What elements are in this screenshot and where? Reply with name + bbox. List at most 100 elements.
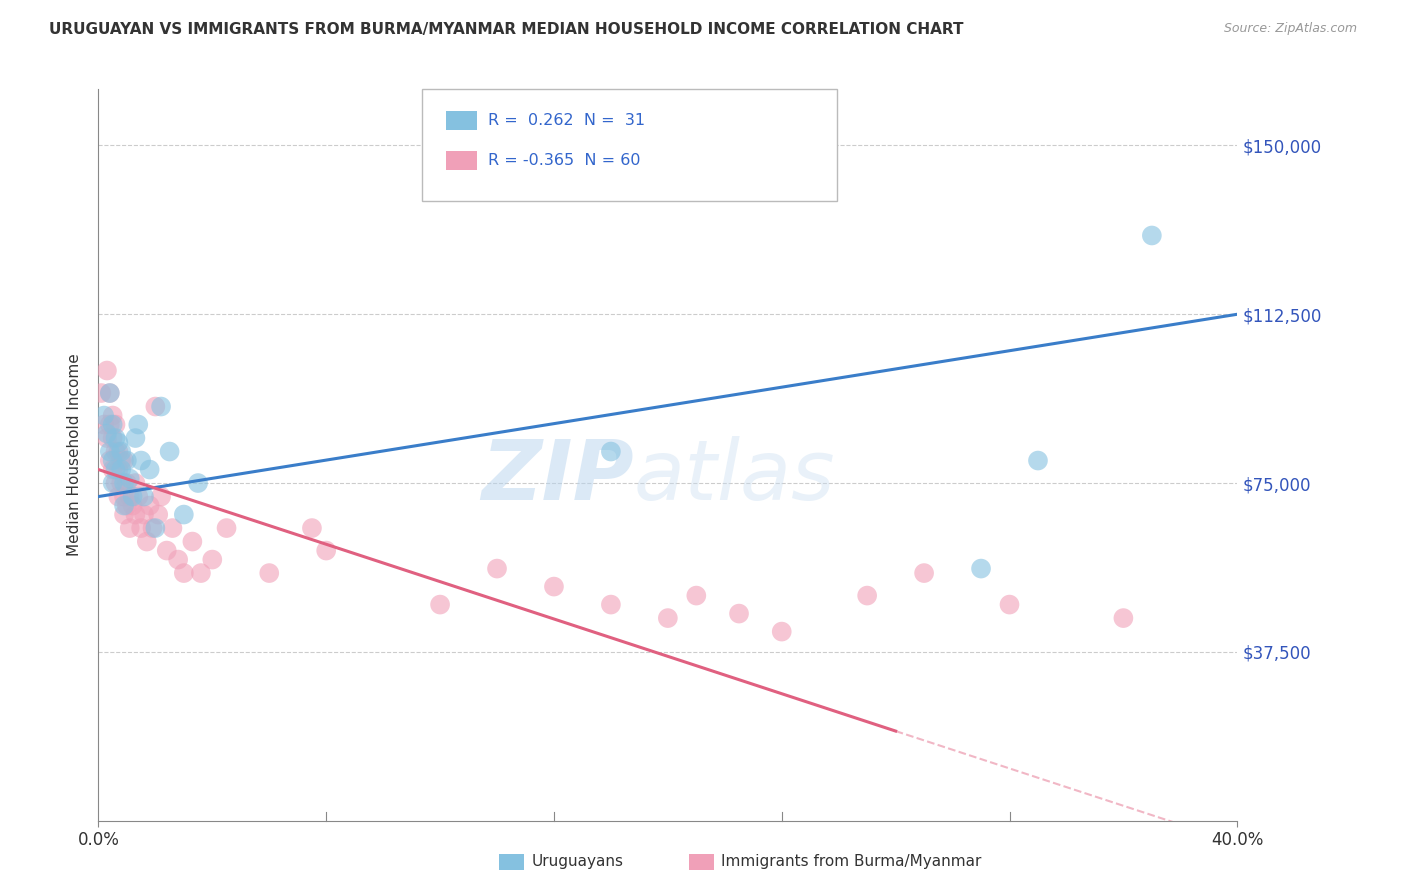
- Point: [104, 431, 127, 445]
- Point: [770, 624, 793, 639]
- Point: [138, 462, 160, 476]
- Point: [301, 521, 323, 535]
- Point: [657, 611, 679, 625]
- Point: [121, 490, 143, 504]
- Point: [181, 534, 204, 549]
- Point: [104, 476, 127, 491]
- Point: [135, 534, 157, 549]
- Text: Source: ZipAtlas.com: Source: ZipAtlas.com: [1223, 22, 1357, 36]
- Point: [162, 521, 184, 535]
- Point: [124, 476, 146, 491]
- Point: [201, 552, 224, 566]
- Point: [112, 490, 135, 504]
- Point: [110, 453, 132, 467]
- Point: [110, 444, 132, 458]
- Point: [96, 363, 118, 377]
- Point: [101, 453, 124, 467]
- Point: [150, 400, 173, 414]
- Point: [1112, 611, 1135, 625]
- Point: [173, 566, 195, 580]
- Point: [124, 431, 146, 445]
- Point: [98, 417, 121, 432]
- Y-axis label: Median Household Income: Median Household Income: [67, 353, 83, 557]
- Point: [1026, 453, 1049, 467]
- Text: R = -0.365  N = 60: R = -0.365 N = 60: [488, 153, 640, 168]
- Point: [145, 400, 167, 414]
- Point: [118, 471, 141, 485]
- Point: [124, 508, 146, 522]
- Point: [145, 521, 167, 535]
- Point: [107, 490, 129, 504]
- Point: [98, 386, 121, 401]
- Point: [187, 476, 209, 491]
- Point: [121, 499, 143, 513]
- Point: [112, 499, 135, 513]
- Point: [132, 490, 155, 504]
- Point: [101, 431, 124, 445]
- Point: [93, 409, 115, 423]
- Point: [600, 444, 623, 458]
- Point: [104, 462, 127, 476]
- Point: [129, 521, 152, 535]
- Point: [107, 462, 129, 476]
- Point: [107, 435, 129, 450]
- Point: [173, 508, 195, 522]
- Point: [112, 453, 135, 467]
- Point: [107, 444, 129, 458]
- Point: [159, 444, 181, 458]
- Point: [856, 589, 879, 603]
- Point: [98, 444, 121, 458]
- Point: [101, 417, 124, 432]
- Point: [127, 490, 149, 504]
- Point: [115, 499, 138, 513]
- Point: [259, 566, 281, 580]
- Point: [115, 453, 138, 467]
- Point: [685, 589, 707, 603]
- Point: [98, 386, 121, 401]
- Point: [101, 409, 124, 423]
- Point: [110, 462, 132, 476]
- Point: [912, 566, 935, 580]
- Point: [543, 580, 565, 594]
- Text: atlas: atlas: [634, 436, 835, 517]
- Point: [998, 598, 1021, 612]
- Point: [970, 561, 993, 575]
- Point: [112, 476, 135, 491]
- Point: [98, 453, 121, 467]
- Point: [486, 561, 509, 575]
- Point: [127, 417, 149, 432]
- Point: [167, 552, 190, 566]
- Point: [110, 476, 132, 491]
- Point: [129, 453, 152, 467]
- Point: [148, 508, 170, 522]
- Text: Uruguayans: Uruguayans: [531, 855, 623, 869]
- Point: [429, 598, 451, 612]
- Point: [104, 444, 127, 458]
- Text: URUGUAYAN VS IMMIGRANTS FROM BURMA/MYANMAR MEDIAN HOUSEHOLD INCOME CORRELATION C: URUGUAYAN VS IMMIGRANTS FROM BURMA/MYANM…: [49, 22, 963, 37]
- Point: [138, 499, 160, 513]
- Point: [101, 462, 124, 476]
- Point: [112, 508, 135, 522]
- Point: [156, 543, 179, 558]
- Point: [600, 598, 623, 612]
- Text: ZIP: ZIP: [481, 436, 634, 517]
- Point: [96, 431, 118, 445]
- Point: [215, 521, 238, 535]
- Text: R =  0.262  N =  31: R = 0.262 N = 31: [488, 113, 645, 128]
- Point: [1140, 228, 1163, 243]
- Point: [101, 476, 124, 491]
- Point: [190, 566, 212, 580]
- Point: [90, 386, 112, 401]
- Point: [118, 521, 141, 535]
- Point: [150, 490, 173, 504]
- Point: [118, 490, 141, 504]
- Point: [315, 543, 337, 558]
- Point: [104, 417, 127, 432]
- Point: [132, 508, 155, 522]
- Point: [728, 607, 751, 621]
- Text: Immigrants from Burma/Myanmar: Immigrants from Burma/Myanmar: [721, 855, 981, 869]
- Point: [141, 521, 163, 535]
- Point: [93, 417, 115, 432]
- Point: [96, 426, 118, 441]
- Point: [115, 476, 138, 491]
